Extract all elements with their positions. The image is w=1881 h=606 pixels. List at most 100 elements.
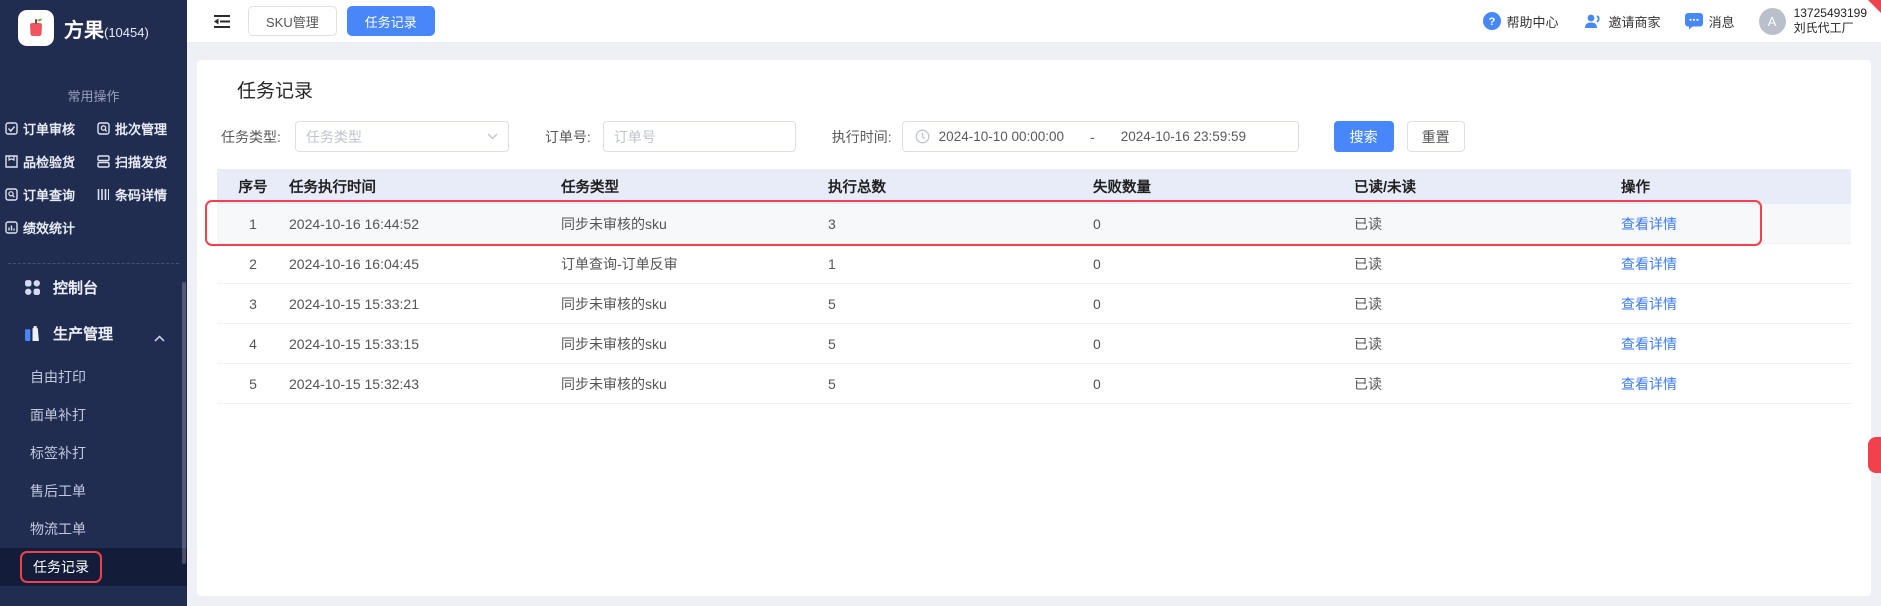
order-no-placeholder: 订单号 (613, 128, 656, 145)
table-cell: 0 (1093, 335, 1101, 352)
sidebar-subitem-1[interactable]: 自由打印 (0, 358, 187, 396)
task-table: 序号 任务执行时间 任务类型 执行总数 失败数量 已读/未读 操作 1 2024-10-16 … (205, 169, 1851, 404)
sidebar-subitem-6[interactable]: 任务记录 (0, 548, 187, 586)
side-red-tab[interactable] (1868, 437, 1881, 473)
tab-sku-management[interactable]: SKU管理 (248, 6, 337, 36)
sidebar: 方果(10454) 常用操作 订单审核 批次管理 品检验货 扫描发货 订单查询 条码详情绩… (0, 0, 187, 606)
table-cell: 5 (828, 375, 836, 392)
svg-text:?: ? (1488, 16, 1495, 28)
production-submenu: 自由打印面单补打标签补打售后工单物流工单任务记录 (0, 358, 187, 586)
sidebar-item-label: 控制台 (53, 279, 99, 297)
sidebar-subitem-3[interactable]: 标签补打 (0, 434, 187, 472)
sidebar-item-label: 生产管理 (53, 325, 114, 343)
date-end-value: 2024-10-16 23:59:59 (1120, 129, 1247, 144)
sidebar-quick-item-2[interactable]: 批次管理 (97, 119, 185, 138)
column-header: 失败数量 (1093, 180, 1151, 196)
inspect-icon (5, 155, 18, 168)
sidebar-quick-item-3[interactable]: 品检验货 (5, 152, 97, 171)
grid-icon (24, 279, 41, 296)
topbar-link-2[interactable]: 邀请商家 (1583, 12, 1661, 31)
column-header: 序号 (238, 180, 268, 196)
collapse-menu-icon[interactable] (213, 14, 232, 29)
exec-time-label: 执行时间: (831, 128, 892, 145)
production-icon (24, 325, 41, 342)
table-cell: 2024-10-16 16:04:45 (289, 255, 419, 272)
table-row: 1 2024-10-16 16:44:52 同步未审核的sku 3 0 已读 查看详情 (205, 200, 1851, 246)
order-no-label: 订单号: (544, 128, 591, 145)
sidebar-item-label: 品检验货 (23, 155, 76, 170)
sidebar-subitem-5[interactable]: 物流工单 (0, 510, 187, 548)
help-icon: ? (1482, 12, 1501, 30)
view-details-link[interactable]: 查看详情 (1621, 295, 1677, 312)
task-type-label: 任务类型: (221, 128, 281, 145)
table-body: 1 2024-10-16 16:44:52 同步未审核的sku 3 0 已读 查看详情 2 20… (205, 200, 1851, 404)
user-menu[interactable]: A 13725493199 刘氏代工厂 (1758, 6, 1867, 36)
exec-time-range-picker[interactable]: 2024-10-10 00:00:00 - 2024-10-16 23:59:5… (901, 121, 1299, 152)
table-cell: 0 (1093, 295, 1101, 312)
brand-suffix: (10454) (104, 24, 149, 40)
quick-items: 订单审核 批次管理品检验货 扫描发货订单查询 条码详情绩效统计 (0, 105, 187, 237)
table-cell: 2024-10-16 16:44:52 (289, 215, 419, 232)
view-details-link[interactable]: 查看详情 (1621, 215, 1677, 232)
table-row: 2 2024-10-16 16:04:45 订单查询-订单反审 1 0 已读 查看详情 (217, 244, 1851, 284)
table-cell: 同步未审核的sku (561, 295, 667, 312)
sidebar-item-label: 面单补打 (30, 407, 86, 423)
topbar-link-3[interactable]: 消息 (1684, 12, 1735, 31)
chevron-up-icon (154, 329, 165, 345)
table-cell: 0 (1093, 375, 1101, 392)
sidebar-quick-item-4[interactable]: 扫描发货 (97, 152, 185, 171)
page-title: 任务记录 (237, 81, 314, 102)
sidebar-item-label: 物流工单 (30, 521, 86, 537)
date-separator: - (1090, 128, 1095, 145)
reset-button[interactable]: 重置 (1406, 121, 1465, 152)
view-details-link[interactable]: 查看详情 (1621, 375, 1677, 392)
table-cell-actions: 查看详情 (1621, 214, 1851, 234)
apple-logo-icon (18, 10, 54, 46)
task-type-select[interactable]: 任务类型 (294, 121, 509, 152)
table-cell: 5 (249, 375, 257, 392)
search-button[interactable]: 搜索 (1333, 121, 1394, 152)
open-tabs: SKU管理 任务记录 (248, 6, 435, 36)
topbar-link-label: 消息 (1708, 14, 1735, 30)
sidebar-item-console[interactable]: 控制台 (0, 264, 187, 310)
sidebar-item-label: 售后工单 (30, 483, 86, 499)
table-cell: 同步未审核的sku (561, 375, 667, 392)
order-no-input[interactable]: 订单号 (602, 121, 796, 152)
view-details-link[interactable]: 查看详情 (1621, 255, 1677, 272)
sidebar-quick-item-7[interactable]: 绩效统计 (5, 218, 97, 237)
sidebar-item-label: 绩效统计 (23, 221, 76, 236)
sidebar-subitem-2[interactable]: 面单补打 (0, 396, 187, 434)
table-cell: 订单查询-订单反审 (561, 255, 678, 272)
sidebar-item-label: 扫描发货 (115, 155, 168, 170)
topbar: SKU管理 任务记录 ? 帮助中心 邀请商家 消息 A 13725493199 刘氏代… (187, 0, 1881, 43)
column-header: 执行总数 (828, 180, 886, 196)
sidebar-item-production[interactable]: 生产管理 (0, 310, 187, 356)
table-cell: 已读 (1354, 335, 1382, 352)
sidebar-quick-item-1[interactable]: 订单审核 (5, 119, 97, 138)
sidebar-subitem-4[interactable]: 售后工单 (0, 472, 187, 510)
table-cell: 已读 (1354, 255, 1382, 272)
table-cell: 5 (828, 295, 836, 312)
table-cell: 2 (249, 255, 257, 272)
sidebar-quick-item-6[interactable]: 条码详情 (97, 185, 185, 204)
topbar-link-label: 邀请商家 (1608, 14, 1661, 30)
topbar-links: ? 帮助中心 邀请商家 消息 (1482, 12, 1735, 31)
column-header: 任务执行时间 (289, 180, 376, 196)
user-info: 13725493199 刘氏代工厂 (1794, 6, 1867, 36)
corner-red-flag (1868, 0, 1881, 13)
column-header: 操作 (1621, 180, 1650, 196)
table-row: 3 2024-10-15 15:33:21 同步未审核的sku 5 0 已读 查看详情 (217, 284, 1851, 324)
logo[interactable]: 方果(10454) (0, 0, 187, 46)
sidebar-quick-item-5[interactable]: 订单查询 (5, 185, 97, 204)
topbar-right: ? 帮助中心 邀请商家 消息 A 13725493199 刘氏代工厂 (1482, 6, 1867, 36)
sidebar-item-label: 标签补打 (30, 445, 86, 461)
sidebar-scrollbar[interactable] (182, 282, 186, 564)
avatar: A (1758, 7, 1786, 35)
view-details-link[interactable]: 查看详情 (1621, 335, 1677, 352)
table-cell: 同步未审核的sku (561, 335, 667, 352)
table-cell: 2024-10-15 15:33:15 (289, 335, 419, 352)
scan-icon (97, 155, 110, 168)
topbar-link-1[interactable]: ? 帮助中心 (1482, 12, 1559, 31)
tab-task-records[interactable]: 任务记录 (346, 6, 435, 36)
